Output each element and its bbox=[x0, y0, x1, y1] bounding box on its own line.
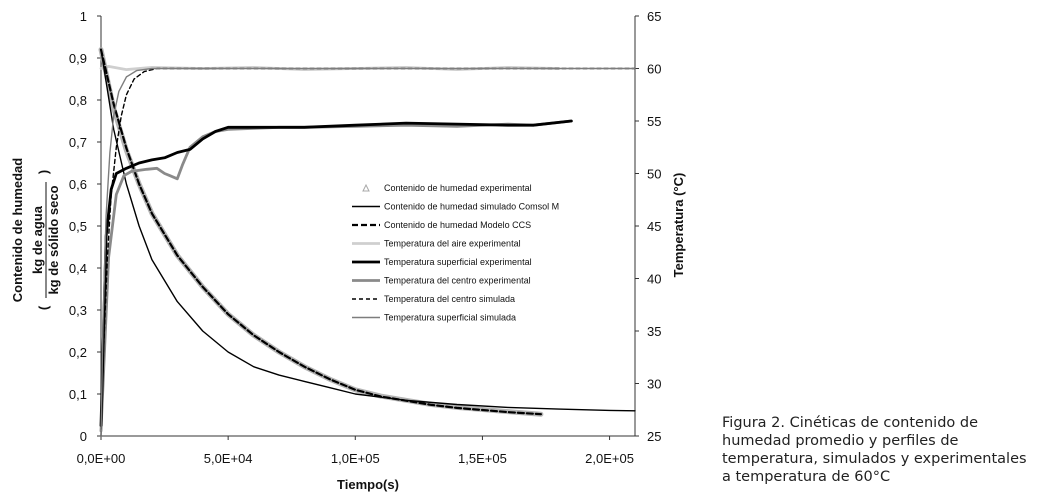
left-tick-label: 0,1 bbox=[69, 387, 87, 402]
caption-line-2: humedad promedio y perfiles de bbox=[722, 433, 959, 449]
left-tick-label: 0,9 bbox=[69, 51, 87, 66]
series-line-3 bbox=[99, 48, 542, 416]
left-tick-label: 0 bbox=[80, 429, 87, 444]
left-tick-label: 0,6 bbox=[69, 177, 87, 192]
series-line-2 bbox=[100, 48, 636, 412]
left-tick-label: 0,8 bbox=[69, 93, 87, 108]
legend-label: Temperatura del centro simulada bbox=[384, 294, 515, 304]
legend-label: Temperatura del aire experimental bbox=[384, 239, 521, 249]
right-tick-label: 65 bbox=[647, 9, 661, 24]
axes bbox=[100, 16, 636, 437]
left-tick-label: 1 bbox=[80, 9, 87, 24]
x-axis-title: Tiempo(s) bbox=[337, 477, 399, 492]
right-tick-label: 45 bbox=[647, 219, 661, 234]
right-tick-label: 55 bbox=[647, 114, 661, 129]
right-tick-label: 25 bbox=[647, 429, 661, 444]
unit-denominator: kg de sólido seco bbox=[46, 185, 61, 294]
right-axis-title: Temperatura (°C) bbox=[671, 173, 686, 278]
x-tick-label: 2,0E+05 bbox=[585, 451, 634, 466]
caption-line-3: temperatura, simulados y experimentales bbox=[722, 451, 1027, 467]
caption-line-4: a temperatura de 60°C bbox=[722, 469, 891, 485]
right-tick-label: 40 bbox=[647, 272, 661, 287]
legend-label: Temperatura del centro experimental bbox=[384, 276, 531, 286]
figure-caption: Figura 2. Cinéticas de contenido de hume… bbox=[722, 414, 1042, 486]
legend-label: Temperatura superficial simulada bbox=[384, 313, 516, 323]
caption-line-1: Figura 2. Cinéticas de contenido de bbox=[722, 415, 979, 431]
left-axis-unit: ( kg de agua kg de sólido seco ) bbox=[30, 170, 61, 310]
left-tick-label: 0,3 bbox=[69, 303, 87, 318]
series-line-8 bbox=[100, 67, 636, 437]
left-tick-label: 0,2 bbox=[69, 345, 87, 360]
legend-label: Contenido de humedad simulado Comsol M bbox=[384, 202, 559, 212]
legend-label: Contenido de humedad experimental bbox=[384, 183, 532, 193]
left-axis-title: Contenido de humedad bbox=[10, 158, 25, 303]
x-tick-label: 1,0E+05 bbox=[331, 451, 380, 466]
left-tick-label: 0,4 bbox=[69, 261, 87, 276]
series-line-7 bbox=[100, 67, 636, 437]
x-tick-label: 0,0E+00 bbox=[77, 451, 126, 466]
legend-label: Temperatura superficial experimental bbox=[384, 257, 532, 267]
unit-numerator: kg de agua bbox=[30, 205, 45, 274]
left-axis-title-text: Contenido de humedad bbox=[10, 158, 25, 303]
series-layer bbox=[98, 47, 636, 437]
right-tick-label: 30 bbox=[647, 377, 661, 392]
legend-swatch bbox=[362, 183, 370, 192]
series-line-1 bbox=[98, 47, 544, 417]
x-tick-label: 5,0E+04 bbox=[204, 451, 253, 466]
right-tick-label: 60 bbox=[647, 62, 661, 77]
unit-paren-open: ( bbox=[36, 305, 51, 310]
series-line-6 bbox=[99, 119, 573, 433]
legend: Contenido de humedad experimental Conteni… bbox=[352, 183, 559, 323]
x-tick-label: 1,5E+05 bbox=[458, 451, 507, 466]
tick-layer: 0 0,1 0,2 0,3 0,4 0,5 0,6 0,7 0,8 0,9 1 25 30 35 40 45 5… bbox=[69, 9, 662, 466]
left-tick-label: 0,7 bbox=[69, 135, 87, 150]
unit-paren-close: ) bbox=[36, 170, 51, 174]
right-tick-label: 50 bbox=[647, 167, 661, 182]
series-line-5 bbox=[99, 119, 573, 427]
left-tick-label: 0,5 bbox=[69, 219, 87, 234]
right-tick-label: 35 bbox=[647, 324, 661, 339]
right-axis-title-text: Temperatura (°C) bbox=[671, 173, 686, 278]
legend-label: Contenido de humedad Modelo CCS bbox=[384, 220, 531, 230]
